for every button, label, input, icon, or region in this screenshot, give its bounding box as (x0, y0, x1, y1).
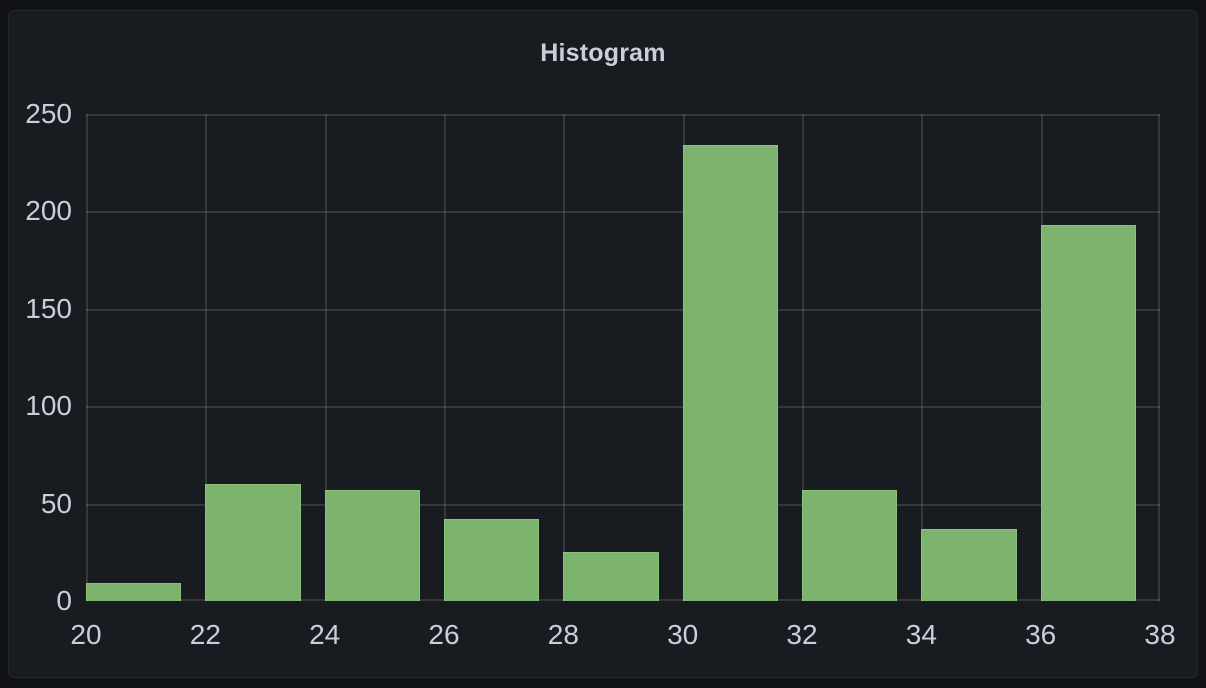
y-tick-label: 150 (25, 292, 72, 324)
x-tick-label: 26 (428, 619, 460, 650)
x-tick-label: 28 (547, 619, 579, 650)
x-tick-label: 34 (905, 619, 937, 650)
gridline-vertical (802, 114, 804, 601)
histogram-bar[interactable] (444, 519, 540, 601)
panel-title[interactable]: Histogram (540, 39, 666, 67)
y-tick-label: 100 (25, 390, 72, 422)
histogram-bar[interactable] (324, 489, 421, 601)
gridline-vertical (563, 114, 566, 601)
histogram-bar[interactable] (682, 145, 779, 601)
y-tick-label: 50 (40, 487, 72, 519)
x-tick-label: 22 (189, 619, 221, 650)
gridline-vertical (86, 114, 88, 601)
histogram-bar[interactable] (205, 484, 301, 601)
histogram-bar[interactable] (802, 489, 898, 601)
y-tick-label: 0 (56, 585, 72, 616)
y-tick-label: 200 (25, 195, 72, 227)
gridline-vertical (205, 114, 208, 601)
x-tick-label: 24 (309, 619, 341, 650)
gridline-vertical (921, 114, 924, 601)
gridline-vertical (324, 114, 327, 601)
x-tick-label: 36 (1025, 619, 1057, 650)
gridline-horizontal (86, 308, 1160, 311)
gridline-vertical (1158, 114, 1160, 601)
gridline-horizontal (86, 406, 1160, 409)
histogram-panel: Histogram 0 50 100 150 200 250 20 22 24 26 28 30 32 3… (8, 10, 1198, 678)
y-tick-label: 250 (25, 98, 72, 129)
histogram-bar[interactable] (86, 583, 182, 601)
gridline-horizontal (86, 211, 1160, 214)
x-tick-label: 20 (70, 619, 102, 650)
x-tick-label: 38 (1144, 619, 1176, 650)
plot-area: 0 50 100 150 200 250 20 22 24 26 28 30 32 34 36 38 (25, 99, 1175, 650)
histogram-bar[interactable] (921, 528, 1017, 601)
gridline-vertical (444, 114, 446, 601)
histogram-bar[interactable] (563, 552, 659, 601)
gridline-horizontal (86, 503, 1160, 506)
x-tick-label: 30 (667, 619, 699, 650)
histogram-bar[interactable] (1040, 225, 1137, 601)
x-tick-label: 32 (786, 619, 818, 650)
gridline-horizontal (86, 114, 1160, 116)
